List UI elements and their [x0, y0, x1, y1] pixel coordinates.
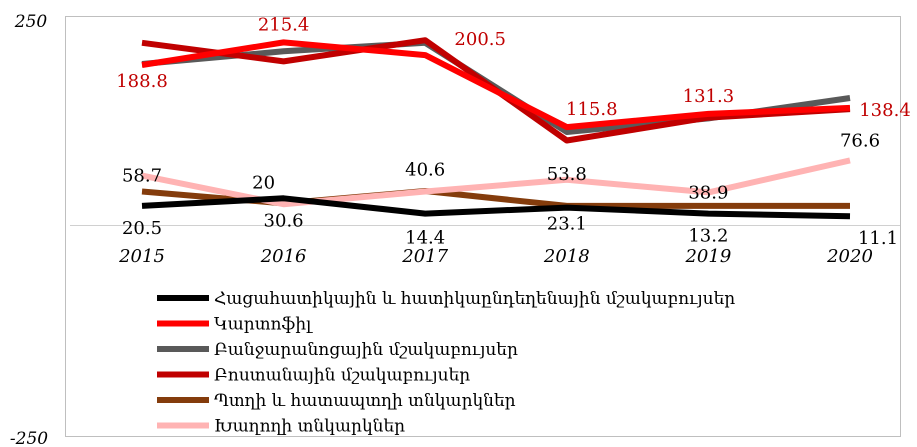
legend: Հացահատիկային և հատիկաընդեղենային մշակաբ…: [157, 289, 735, 437]
x-tick-label: 2019: [684, 246, 731, 267]
x-tick-label: 2017: [401, 246, 448, 267]
data-label: 14.4: [405, 228, 445, 249]
data-label: 200.5: [454, 29, 506, 50]
data-label: 40.6: [405, 160, 445, 181]
legend-label: Խաղողի տնկարկներ: [214, 417, 405, 437]
x-tick-label: 2018: [543, 246, 590, 267]
x-tick-label: 2016: [260, 246, 307, 267]
series-line: [141, 195, 851, 220]
x-tick-label: 2020: [826, 246, 873, 267]
x-tick-label: 2015: [118, 246, 165, 267]
data-label: 11.1: [858, 228, 898, 249]
data-label: 215.4: [258, 14, 310, 35]
data-label: 13.2: [688, 226, 728, 247]
data-label: 138.4: [859, 100, 911, 121]
data-labels: 20.5 30.6 14.4 23.1 13.2 11.1 188.8 215.4 200.5 1…: [116, 14, 911, 249]
legend-label: Հացահատիկային և հատիկաընդեղենային մշակաբ…: [214, 289, 735, 309]
data-label: 30.6: [264, 210, 304, 231]
legend-label: Բանջարանոցային մշակաբույսեր: [214, 340, 518, 360]
legend-label: Կարտոֆիլ: [214, 315, 313, 335]
data-label: 53.8: [547, 164, 587, 185]
data-label: 131.3: [683, 86, 735, 107]
data-label: 58.7: [122, 166, 162, 187]
series-line: [141, 39, 851, 131]
y-tick-max: 250: [14, 12, 48, 32]
x-axis: 2015 2016 2017 2018 2019 2020: [70, 225, 900, 267]
series-lines: [141, 37, 851, 220]
data-label: 38.9: [688, 182, 728, 203]
data-label: 20: [252, 172, 275, 193]
legend-label: Բոստանային մշակաբույսեր: [214, 366, 470, 386]
chart-frame: [65, 16, 901, 437]
y-tick-min: -250: [10, 429, 48, 447]
legend-label: Պտղի և հատապտղի տնկարկներ: [214, 391, 516, 411]
data-label: 76.6: [840, 130, 880, 151]
data-label: 20.5: [122, 218, 162, 239]
data-label: 23.1: [547, 214, 587, 235]
data-label: 188.8: [116, 71, 168, 92]
data-label: 115.8: [566, 99, 618, 120]
